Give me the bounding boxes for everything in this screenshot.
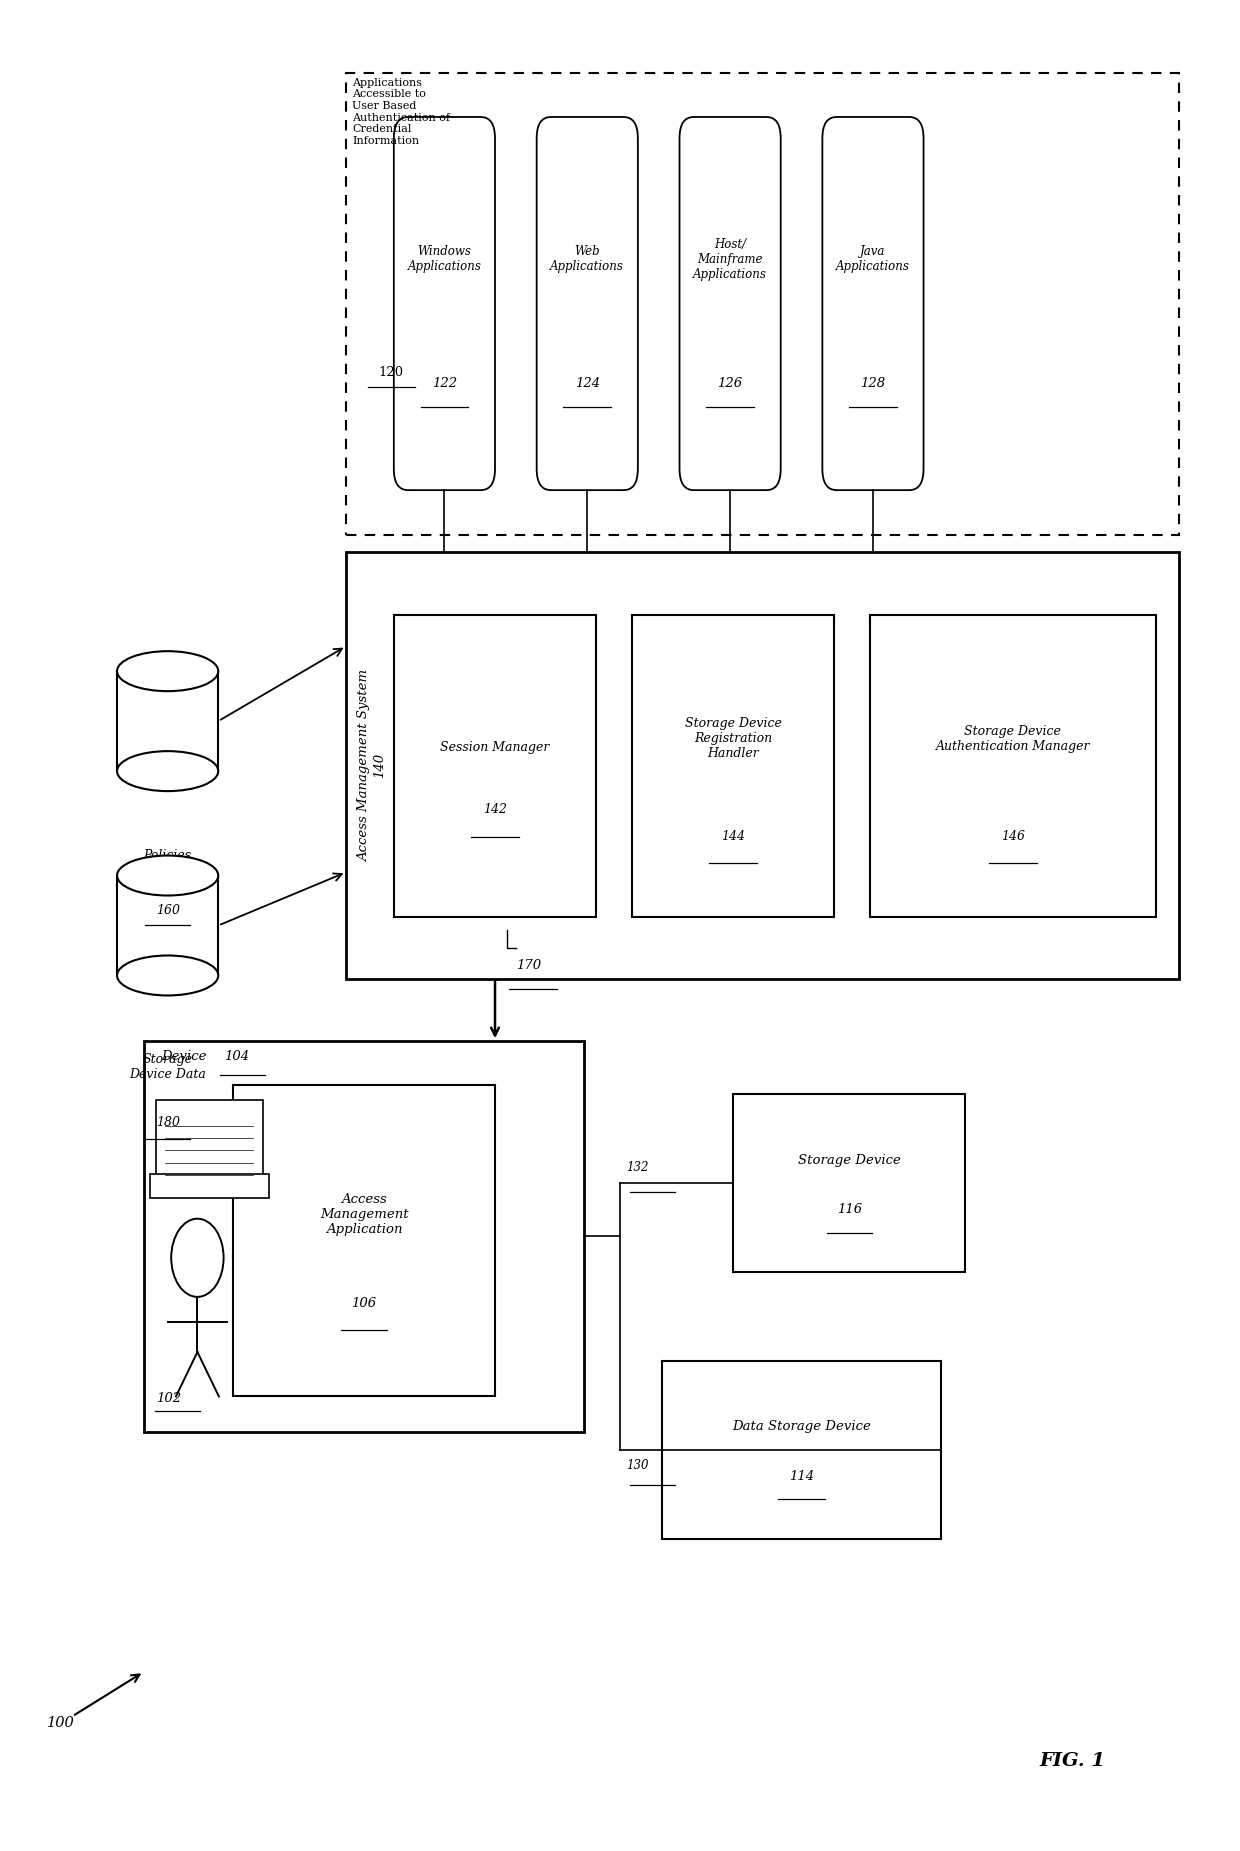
Bar — [394, 615, 596, 916]
Text: Storage Device: Storage Device — [797, 1153, 900, 1166]
Text: 180: 180 — [156, 1116, 180, 1129]
Bar — [632, 615, 835, 916]
Text: 128: 128 — [861, 378, 885, 391]
Bar — [144, 1040, 584, 1433]
Bar — [150, 1174, 269, 1198]
Text: 126: 126 — [718, 378, 743, 391]
Bar — [156, 1099, 263, 1181]
Text: 106: 106 — [351, 1296, 377, 1311]
Bar — [346, 552, 1179, 979]
Bar — [233, 1085, 495, 1396]
Text: 120: 120 — [379, 366, 404, 379]
Text: Access
Management
Application: Access Management Application — [320, 1192, 408, 1236]
Text: Storage Device
Registration
Handler: Storage Device Registration Handler — [684, 718, 781, 761]
Text: 116: 116 — [837, 1203, 862, 1216]
Ellipse shape — [117, 955, 218, 996]
Bar — [733, 1094, 965, 1272]
FancyBboxPatch shape — [394, 117, 495, 491]
Text: 104: 104 — [223, 1050, 249, 1062]
Text: Device: Device — [161, 1050, 207, 1062]
Text: Policies: Policies — [144, 850, 192, 863]
Text: 102: 102 — [156, 1392, 181, 1405]
Bar — [346, 72, 1179, 535]
Text: Session Manager: Session Manager — [440, 740, 549, 755]
Text: 144: 144 — [722, 829, 745, 844]
Text: 170: 170 — [516, 959, 542, 972]
Text: FIG. 1: FIG. 1 — [1039, 1751, 1105, 1770]
Text: Java
Applications: Java Applications — [836, 244, 910, 274]
FancyBboxPatch shape — [537, 117, 637, 491]
Text: Access Management System
140: Access Management System 140 — [358, 670, 386, 861]
Text: Windows
Applications: Windows Applications — [408, 244, 481, 274]
FancyBboxPatch shape — [822, 117, 924, 491]
Text: 124: 124 — [574, 378, 600, 391]
Text: Storage
Device Data: Storage Device Data — [129, 1053, 206, 1081]
Text: 100: 100 — [47, 1716, 74, 1731]
Text: 122: 122 — [432, 378, 458, 391]
Ellipse shape — [117, 752, 218, 790]
Text: 130: 130 — [626, 1459, 649, 1472]
Bar — [662, 1360, 941, 1538]
Ellipse shape — [117, 855, 218, 896]
Bar — [117, 672, 218, 772]
Text: 160: 160 — [156, 903, 180, 918]
Text: 132: 132 — [626, 1161, 649, 1174]
Text: 142: 142 — [484, 803, 507, 816]
FancyBboxPatch shape — [680, 117, 781, 491]
Text: 146: 146 — [1001, 829, 1024, 844]
Bar — [870, 615, 1156, 916]
Text: Applications
Accessible to
User Based
Authentication of
Credential
Information: Applications Accessible to User Based Au… — [352, 78, 450, 146]
Text: Web
Applications: Web Applications — [551, 244, 624, 274]
Text: Data Storage Device: Data Storage Device — [732, 1420, 870, 1433]
Text: 114: 114 — [789, 1470, 815, 1483]
Bar — [117, 876, 218, 975]
Ellipse shape — [117, 652, 218, 690]
Text: Storage Device
Authentication Manager: Storage Device Authentication Manager — [936, 726, 1090, 753]
Text: Host/
Mainframe
Applications: Host/ Mainframe Applications — [693, 237, 768, 281]
